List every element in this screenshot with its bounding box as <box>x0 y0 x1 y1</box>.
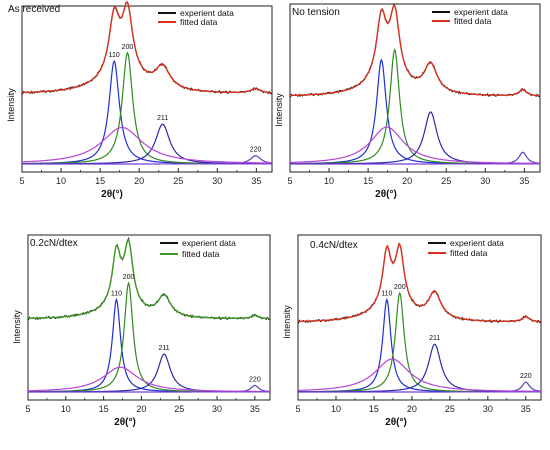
panel-0-4cn-dtex: 5 10 15 20 25 30 35 2θ(°) Intensity 110 200 211 220 0… <box>276 227 550 450</box>
plot-frame <box>289 3 541 173</box>
experient-data-line <box>297 242 542 324</box>
x-tick-label-25: 25 <box>445 404 455 414</box>
peak-label-110: 110 <box>111 291 122 298</box>
experient-data-line <box>289 2 541 98</box>
y-axis-label: Intensity <box>12 310 22 344</box>
x-tick-label-35: 35 <box>251 176 261 186</box>
component-peak-amorphous <box>21 126 273 164</box>
fitted-data-line <box>27 238 271 320</box>
component-peak-211 <box>28 353 271 393</box>
component-peak-200 <box>290 48 540 165</box>
legend-label-experient-data: experient data <box>182 238 236 248</box>
panel-0-2cn-dtex: 5 10 15 20 25 30 35 2θ(°) Intensity 110 200 211 220 0… <box>0 227 276 450</box>
component-peak-amorphous <box>297 358 542 392</box>
experient-data-line <box>27 236 271 321</box>
x-tick-label-5: 5 <box>25 404 30 414</box>
component-peak-amorphous <box>289 126 541 164</box>
fitted-data-line <box>297 243 542 323</box>
legend-label-experient-data: experient data <box>450 238 504 248</box>
x-tick-label-30: 30 <box>212 404 222 414</box>
peak-label-110: 110 <box>109 52 120 59</box>
panel-as-received: 5 10 15 20 25 30 35 2θ(°) Intensity 110 200 211 220 A… <box>0 0 278 205</box>
x-tick-label-30: 30 <box>212 176 222 186</box>
x-tick-label-5: 5 <box>287 176 292 186</box>
sample-label-no-tension: No tension <box>292 7 340 18</box>
peak-label-200: 200 <box>394 284 406 291</box>
component-peak-211 <box>290 111 541 165</box>
x-tick-label-20: 20 <box>134 176 144 186</box>
plot-frame <box>21 5 273 173</box>
x-tick-label-25: 25 <box>441 176 451 186</box>
experient-data-line <box>21 1 273 95</box>
peak-label-200: 200 <box>123 274 135 281</box>
x-tick-label-35: 35 <box>519 176 529 186</box>
legend-label-fitted-data: fitted data <box>180 17 218 27</box>
x-tick-label-30: 30 <box>480 176 490 186</box>
x-tick-label-10: 10 <box>61 404 71 414</box>
component-peak-200 <box>298 291 541 393</box>
x-tick-label-10: 10 <box>324 176 334 186</box>
legend-label-experient-data: experient data <box>454 7 508 17</box>
x-axis-label: 2θ(°) <box>114 417 136 428</box>
sample-label-0-2cn-dtex: 0.2cN/dtex <box>30 238 78 249</box>
legend-label-experient-data: experient data <box>180 8 234 18</box>
x-tick-label-15: 15 <box>95 176 105 186</box>
x-axis-label: 2θ(°) <box>375 189 397 200</box>
peak-label-211: 211 <box>159 345 170 352</box>
peak-label-220: 220 <box>250 147 262 154</box>
y-axis-label: Intensity <box>282 305 292 339</box>
x-tick-label-20: 20 <box>136 404 146 414</box>
component-peak-110 <box>21 59 272 165</box>
peak-label-110: 110 <box>381 291 392 298</box>
component-peak-211 <box>22 123 273 165</box>
legend-label-fitted-data: fitted data <box>450 248 488 258</box>
x-tick-label-25: 25 <box>174 404 184 414</box>
plot-frame <box>27 234 271 401</box>
x-axis-label: 2θ(°) <box>101 189 123 200</box>
x-tick-label-15: 15 <box>99 404 109 414</box>
y-axis-label: Intensity <box>274 93 284 127</box>
component-peak-amorphous <box>27 366 270 393</box>
peak-label-211: 211 <box>157 115 168 122</box>
x-tick-label-15: 15 <box>369 404 379 414</box>
fitted-data-line <box>21 1 273 94</box>
component-peak-200 <box>21 51 272 165</box>
x-tick-label-20: 20 <box>402 176 412 186</box>
peak-label-220: 220 <box>520 373 532 380</box>
sample-label-as-received: As received <box>8 4 60 15</box>
peak-label-200: 200 <box>122 44 134 51</box>
plot-frame <box>297 234 542 401</box>
sample-label-0-4cn-dtex: 0.4cN/dtex <box>310 240 358 251</box>
x-tick-label-35: 35 <box>521 404 531 414</box>
chart-svg-no-tension: 5 10 15 20 25 30 35 2θ(°) Intensity No tension exp… <box>274 2 541 200</box>
x-tick-label-35: 35 <box>250 404 260 414</box>
x-tick-label-10: 10 <box>331 404 341 414</box>
peak-label-211: 211 <box>429 335 440 342</box>
x-tick-label-10: 10 <box>56 176 66 186</box>
x-tick-label-15: 15 <box>363 176 373 186</box>
y-axis-label: Intensity <box>6 88 16 122</box>
x-tick-label-30: 30 <box>483 404 493 414</box>
component-peak-200 <box>27 281 270 393</box>
component-peak-110 <box>290 58 540 165</box>
component-peak-110 <box>297 297 542 393</box>
component-peak-110 <box>27 297 271 393</box>
fitted-data-line <box>289 4 541 97</box>
chart-svg-0-2cn-dtex: 5 10 15 20 25 30 35 2θ(°) Intensity 110 200 211 220 0… <box>12 234 271 428</box>
x-tick-label-5: 5 <box>19 176 24 186</box>
x-tick-label-5: 5 <box>295 404 300 414</box>
legend-label-fitted-data: fitted data <box>454 16 492 26</box>
x-tick-label-20: 20 <box>407 404 417 414</box>
panel-no-tension: 5 10 15 20 25 30 35 2θ(°) Intensity No tension exp… <box>274 0 550 205</box>
x-tick-label-25: 25 <box>173 176 183 186</box>
x-axis-label: 2θ(°) <box>385 417 407 428</box>
peak-label-220: 220 <box>249 376 261 383</box>
legend-label-fitted-data: fitted data <box>182 249 220 259</box>
